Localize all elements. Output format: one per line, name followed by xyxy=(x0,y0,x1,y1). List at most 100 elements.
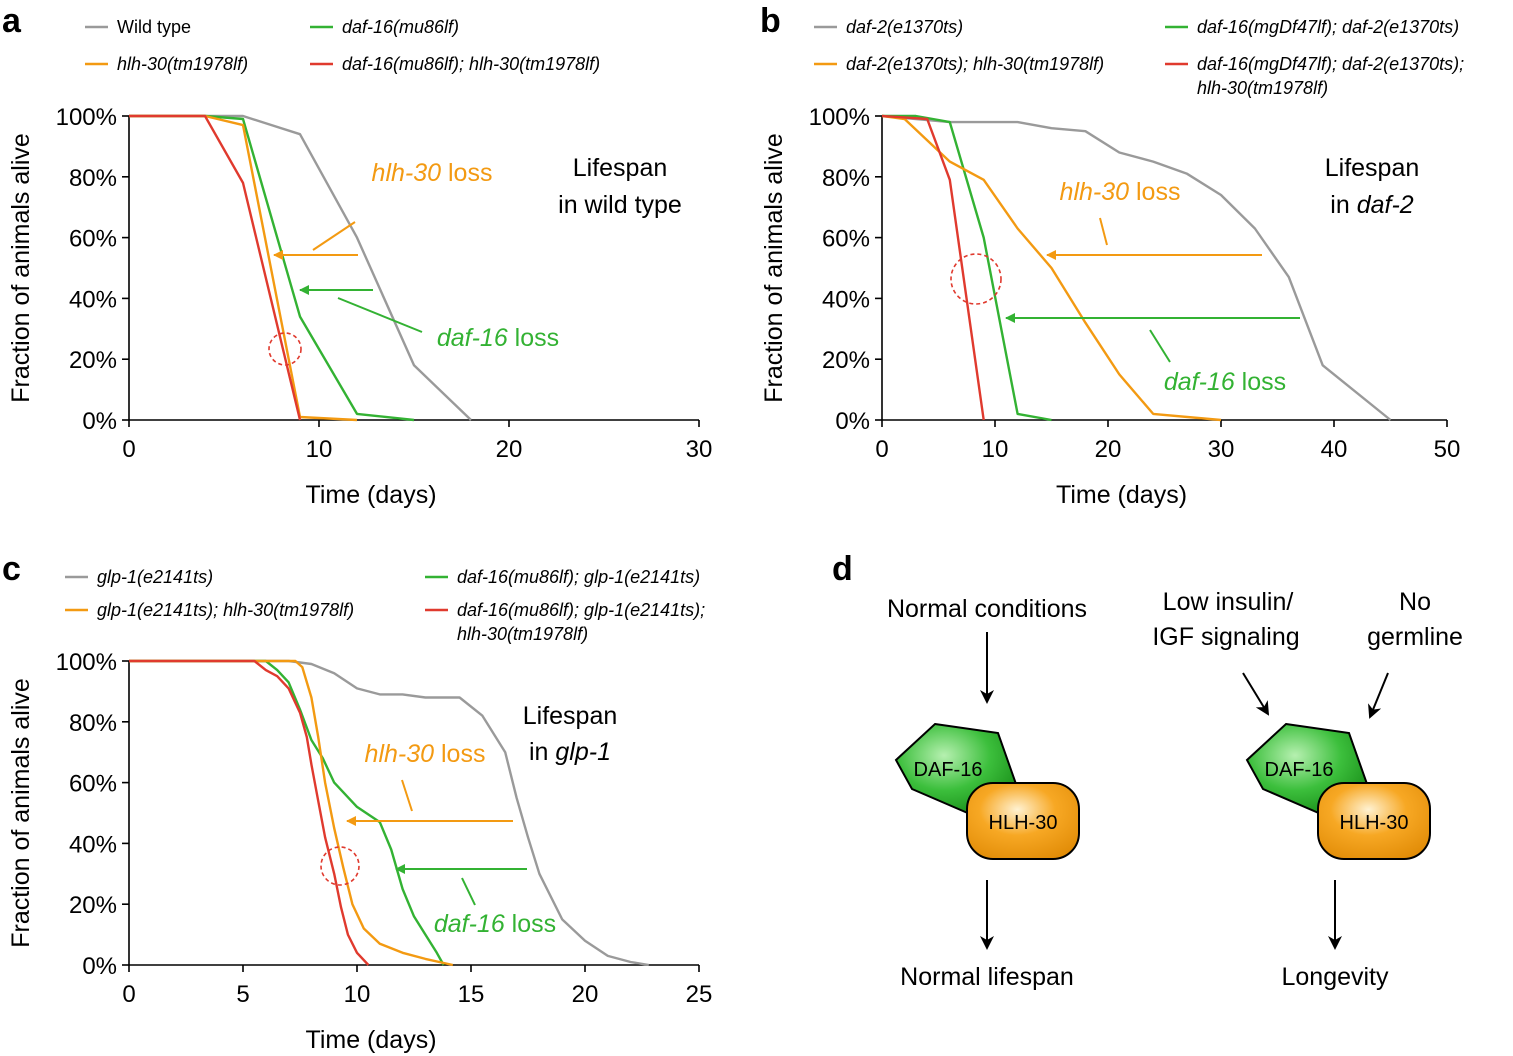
y-axis-label: Fraction of animals alive xyxy=(7,133,35,403)
daf16-leader-line xyxy=(1149,329,1171,363)
panel-label-c: c xyxy=(2,550,21,588)
series-line-3 xyxy=(881,114,985,421)
legend-label-line2: hlh-30(tm1978lf) xyxy=(1197,78,1328,98)
y-tick-label: 20% xyxy=(69,347,117,374)
series-line-0 xyxy=(129,659,649,967)
y-tick-label: 80% xyxy=(69,165,117,192)
x-axis-label: Time (days) xyxy=(305,1026,436,1054)
daf16-gene: daf-16 xyxy=(434,910,505,938)
hlh30-gene: hlh-30 xyxy=(1060,178,1130,206)
lifespan-title-plain: in wild type xyxy=(558,191,682,219)
chart-b: daf-2(e1370ts) daf-16(mgDf47lf); daf-2(e1… xyxy=(760,17,1464,509)
x-tick-label: 0 xyxy=(122,981,135,1008)
daf16-leader-line xyxy=(461,877,476,906)
x-tick-label: 50 xyxy=(1434,436,1461,463)
x-tick-label: 15 xyxy=(458,981,485,1008)
legend-label: glp-1(e2141ts) xyxy=(97,567,213,587)
double-mutant-highlight-circle xyxy=(320,846,360,886)
y-tick-label: 60% xyxy=(822,226,870,253)
chart-c: glp-1(e2141ts) daf-16(mu86lf); glp-1(e214… xyxy=(7,567,712,1054)
panel-label-b: b xyxy=(760,2,781,40)
x-tick-label: 10 xyxy=(306,436,333,463)
panel-label-d: d xyxy=(832,550,853,588)
hlh30-gene: hlh-30 xyxy=(372,159,442,187)
y-tick-label: 40% xyxy=(69,286,117,313)
right-input1-arrow xyxy=(1242,672,1270,716)
x-tick-label: 20 xyxy=(1095,436,1122,463)
y-tick-label: 60% xyxy=(69,771,117,798)
panel-d-diagram: Normal conditions DAF-16 HLH-30 Normal l… xyxy=(887,588,1463,991)
x-axis-label: Time (days) xyxy=(1056,481,1187,509)
hlh30-label-left: HLH-30 xyxy=(989,812,1058,834)
x-tick-label: 0 xyxy=(875,436,888,463)
legend-label: daf-16(mu86lf) xyxy=(342,17,459,37)
panel-label-a: a xyxy=(2,2,22,40)
lifespan-title-line2: in daf-2 xyxy=(1330,191,1413,219)
x-tick-label: 25 xyxy=(686,981,713,1008)
series-line-2 xyxy=(129,659,454,967)
legend-label: glp-1(e2141ts); hlh-30(tm1978lf) xyxy=(97,600,354,620)
right-input1-line1: Low insulin/ xyxy=(1163,588,1294,616)
y-tick-label: 80% xyxy=(822,165,870,192)
series-line-1 xyxy=(129,659,445,966)
x-tick-label: 0 xyxy=(122,436,135,463)
series-line-3 xyxy=(129,659,370,966)
x-tick-label: 20 xyxy=(572,981,599,1008)
lifespan-title-gene: daf-2 xyxy=(1357,191,1414,219)
double-mutant-highlight-circle xyxy=(950,253,1002,305)
left-output-label: Normal lifespan xyxy=(900,963,1074,991)
hlh30-loss-label: hlh-30 loss xyxy=(365,740,486,768)
y-tick-label: 80% xyxy=(69,710,117,737)
y-tick-label: 20% xyxy=(69,892,117,919)
y-tick-label: 100% xyxy=(56,649,117,676)
legend-label: daf-16(mu86lf); glp-1(e2141ts) xyxy=(457,567,700,587)
left-input-label: Normal conditions xyxy=(887,595,1087,623)
hlh30-word: loss xyxy=(1129,178,1180,206)
hlh30-word: loss xyxy=(434,740,485,768)
lifespan-title-plain: in xyxy=(529,738,555,766)
hlh30-box-right xyxy=(1317,782,1431,860)
daf16-word: loss xyxy=(508,324,559,352)
legend-label: daf-16(mgDf47lf); daf-2(e1370ts); xyxy=(1197,54,1464,74)
daf16-label-right: DAF-16 xyxy=(1265,759,1334,781)
lifespan-title-line2: in wild type xyxy=(558,191,682,219)
lifespan-title-line1: Lifespan xyxy=(1325,154,1420,182)
right-output-label: Longevity xyxy=(1281,963,1389,991)
daf16-loss-label: daf-16 loss xyxy=(1164,368,1286,396)
legend-label: Wild type xyxy=(117,17,191,37)
lifespan-title-line1: Lifespan xyxy=(523,702,618,730)
lifespan-title-gene: glp-1 xyxy=(555,738,611,766)
right-input2-line2: germline xyxy=(1367,623,1463,651)
double-mutant-highlight-circle xyxy=(268,332,302,366)
legend-label: hlh-30(tm1978lf) xyxy=(117,54,248,74)
y-tick-label: 0% xyxy=(82,408,117,435)
y-tick-label: 20% xyxy=(822,347,870,374)
legend-label: daf-2(e1370ts) xyxy=(846,17,963,37)
right-input2-arrow xyxy=(1368,672,1389,719)
hlh30-leader-line xyxy=(401,779,413,812)
hlh30-leader-line xyxy=(312,221,356,251)
daf16-word: loss xyxy=(505,910,556,938)
legend-label: daf-16(mu86lf); hlh-30(tm1978lf) xyxy=(342,54,600,74)
daf16-loss-label: daf-16 loss xyxy=(437,324,559,352)
series-line-2 xyxy=(881,114,1222,422)
daf16-leader-line xyxy=(337,297,423,333)
x-tick-label: 30 xyxy=(686,436,713,463)
lifespan-title-line1: Lifespan xyxy=(573,154,668,182)
series-line-0 xyxy=(881,114,1392,421)
y-axis-label: Fraction of animals alive xyxy=(760,133,788,403)
y-tick-label: 40% xyxy=(822,286,870,313)
daf16-word: loss xyxy=(1235,368,1286,396)
right-input2-line1: No xyxy=(1399,588,1431,616)
right-input1-line2: IGF signaling xyxy=(1152,623,1299,651)
hlh30-loss-label: hlh-30 loss xyxy=(372,159,493,187)
y-tick-label: 60% xyxy=(69,226,117,253)
x-tick-label: 10 xyxy=(982,436,1009,463)
legend-label: daf-16(mu86lf); glp-1(e2141ts); xyxy=(457,600,705,620)
y-tick-label: 40% xyxy=(69,831,117,858)
x-axis-label: Time (days) xyxy=(305,481,436,509)
x-tick-label: 5 xyxy=(236,981,249,1008)
legend-label-line2: hlh-30(tm1978lf) xyxy=(457,624,588,644)
hlh30-loss-label: hlh-30 loss xyxy=(1060,178,1181,206)
